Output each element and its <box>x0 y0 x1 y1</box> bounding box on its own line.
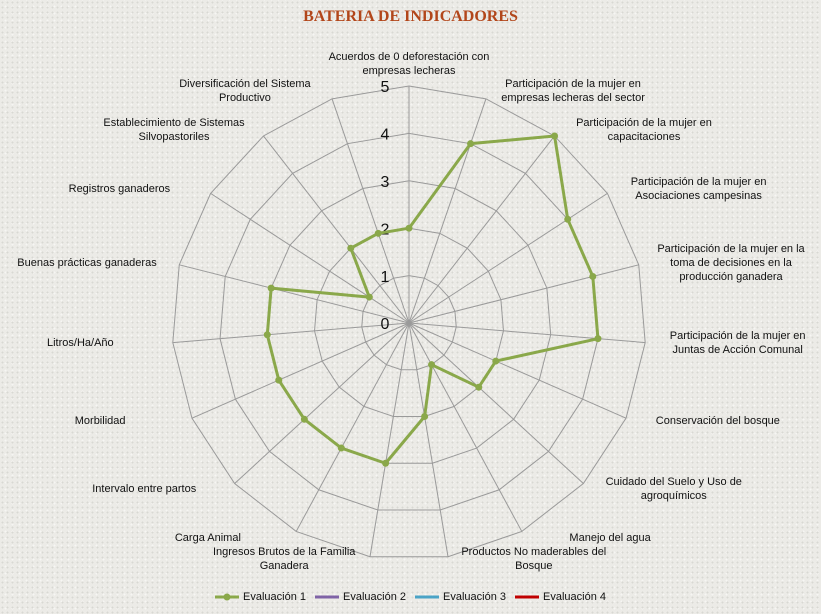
category-label: Participación de la mujer en empresas le… <box>501 78 645 105</box>
legend-label: Evaluación 3 <box>443 591 506 603</box>
spoke <box>408 322 523 532</box>
chart-title: BATERIA DE INDICADORES <box>303 8 518 25</box>
series-marker <box>365 293 373 301</box>
category-label: Acuerdos de 0 deforestación con empresas… <box>328 51 490 77</box>
series-marker <box>300 415 308 423</box>
spoke <box>408 322 449 557</box>
spoke <box>263 135 410 324</box>
r-tick-label: 0 <box>381 316 390 333</box>
category-label: Manejo del agua <box>569 532 651 545</box>
category-label: Morbilidad <box>74 415 126 428</box>
r-tick-label: 1 <box>381 269 390 286</box>
series-marker <box>263 331 271 339</box>
series-marker <box>492 357 500 365</box>
spoke <box>179 264 410 324</box>
series-marker <box>347 244 355 252</box>
legend-label: Evaluación 1 <box>243 591 306 603</box>
category-label: Registros ganaderos <box>68 182 171 195</box>
spoke <box>295 322 410 532</box>
spoke <box>172 322 410 344</box>
r-tick-label: 5 <box>381 79 390 96</box>
series-line <box>265 134 600 465</box>
legend-marker <box>223 593 231 601</box>
category-label: Participación de la mujer en la toma de … <box>657 242 805 283</box>
category-label: Participación de la mujer en capacitacio… <box>576 116 712 143</box>
series-marker <box>467 140 475 148</box>
category-label: Intervalo entre partos <box>92 482 197 495</box>
category-label: Participación de la mujer en Juntas de A… <box>669 330 806 357</box>
series-marker <box>405 224 413 232</box>
series-marker <box>594 335 602 343</box>
spoke <box>331 98 410 324</box>
series-marker <box>267 284 275 292</box>
series-marker <box>382 459 390 467</box>
series-marker <box>564 215 572 223</box>
grid-ring <box>314 227 504 418</box>
r-tick-label: 4 <box>381 127 390 144</box>
spoke <box>408 322 627 419</box>
category-label: Cuidado del Suelo y Uso de agroquímicos <box>605 475 742 502</box>
category-label: Litros/Ha/Año <box>47 337 114 350</box>
series-marker <box>275 376 283 384</box>
category-label: Ingresos Brutos de la Familia Ganadera <box>212 545 356 572</box>
series-marker <box>374 229 382 237</box>
category-label: Conservación del bosque <box>655 415 780 428</box>
series-marker <box>589 272 597 280</box>
legend-label: Evaluación 4 <box>543 591 606 603</box>
spoke <box>408 98 487 324</box>
series-marker <box>337 444 345 452</box>
spoke <box>234 322 410 484</box>
series-marker <box>421 413 429 421</box>
spoke <box>369 322 410 557</box>
spoke <box>408 322 584 484</box>
series-marker <box>475 383 483 391</box>
spoke <box>210 192 410 324</box>
category-label: Diversificación del Sistema Productivo <box>179 78 311 105</box>
category-label: Establecimiento de Sistemas Silvopastori… <box>103 116 245 143</box>
r-tick-label: 2 <box>381 221 390 238</box>
spoke <box>408 264 639 324</box>
spoke <box>408 135 555 324</box>
legend-label: Evaluación 2 <box>343 591 406 603</box>
category-label: Productos No maderables del Bosque <box>461 545 607 572</box>
series-marker <box>428 361 436 369</box>
category-label: Carga Animal <box>174 532 241 545</box>
grid-ring <box>172 85 646 558</box>
grid-ring <box>266 180 552 464</box>
category-label: Buenas prácticas ganaderas <box>17 256 157 269</box>
spoke <box>191 322 410 419</box>
category-label: Participación de la mujer en Asociacione… <box>630 175 767 202</box>
r-tick-label: 3 <box>381 174 390 191</box>
spoke <box>408 322 646 344</box>
spoke <box>408 192 608 324</box>
series-marker <box>551 132 559 140</box>
